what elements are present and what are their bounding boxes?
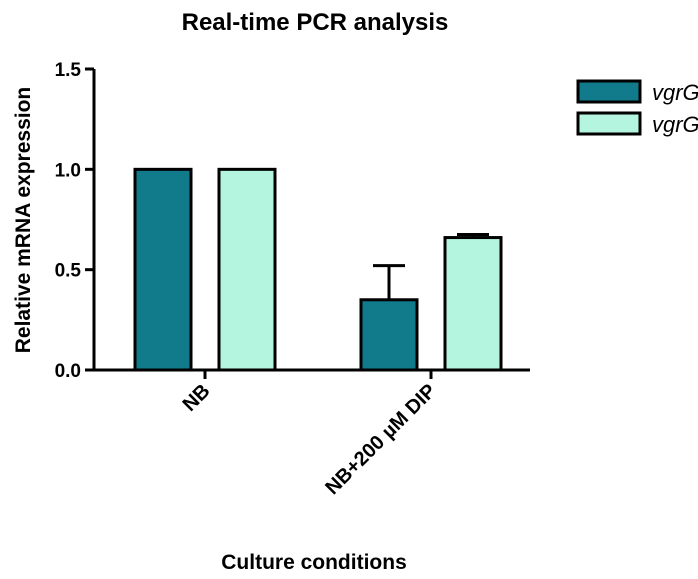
- legend-swatch-vgrG2: [576, 111, 642, 136]
- legend: vgrG1 vgrG2: [576, 79, 698, 137]
- category-label: NB: [179, 380, 215, 416]
- legend-label-vgrG1: vgrG1: [652, 80, 698, 105]
- bar-vgrG1-0: [133, 167, 193, 372]
- error-bars: [373, 233, 489, 300]
- legend-label-vgrG2: vgrG2: [652, 112, 698, 137]
- y-axis-title: Relative mRNA expression: [12, 87, 35, 354]
- x-axis-title: Culture conditions: [221, 551, 407, 574]
- bar-vgrG2-0: [217, 167, 277, 372]
- y-tick-label: 0.5: [55, 261, 82, 282]
- chart-title: Real-time PCR analysis: [182, 9, 449, 36]
- bar-vgrG1-1: [359, 298, 419, 372]
- bar-vgrG2-1: [443, 236, 503, 372]
- category-label: NB+200 µM DIP: [321, 380, 440, 499]
- y-tick-label: 0.0: [55, 361, 81, 382]
- x-axis-categories: NB NB+200 µM DIP: [179, 370, 441, 499]
- y-tick-label: 1.5: [55, 60, 82, 81]
- y-tick-label: 1.0: [55, 160, 81, 181]
- bars: [133, 167, 503, 372]
- y-axis-ticks: 0.0 0.5 1.0 1.5: [55, 60, 94, 382]
- legend-swatch-vgrG1: [576, 79, 642, 104]
